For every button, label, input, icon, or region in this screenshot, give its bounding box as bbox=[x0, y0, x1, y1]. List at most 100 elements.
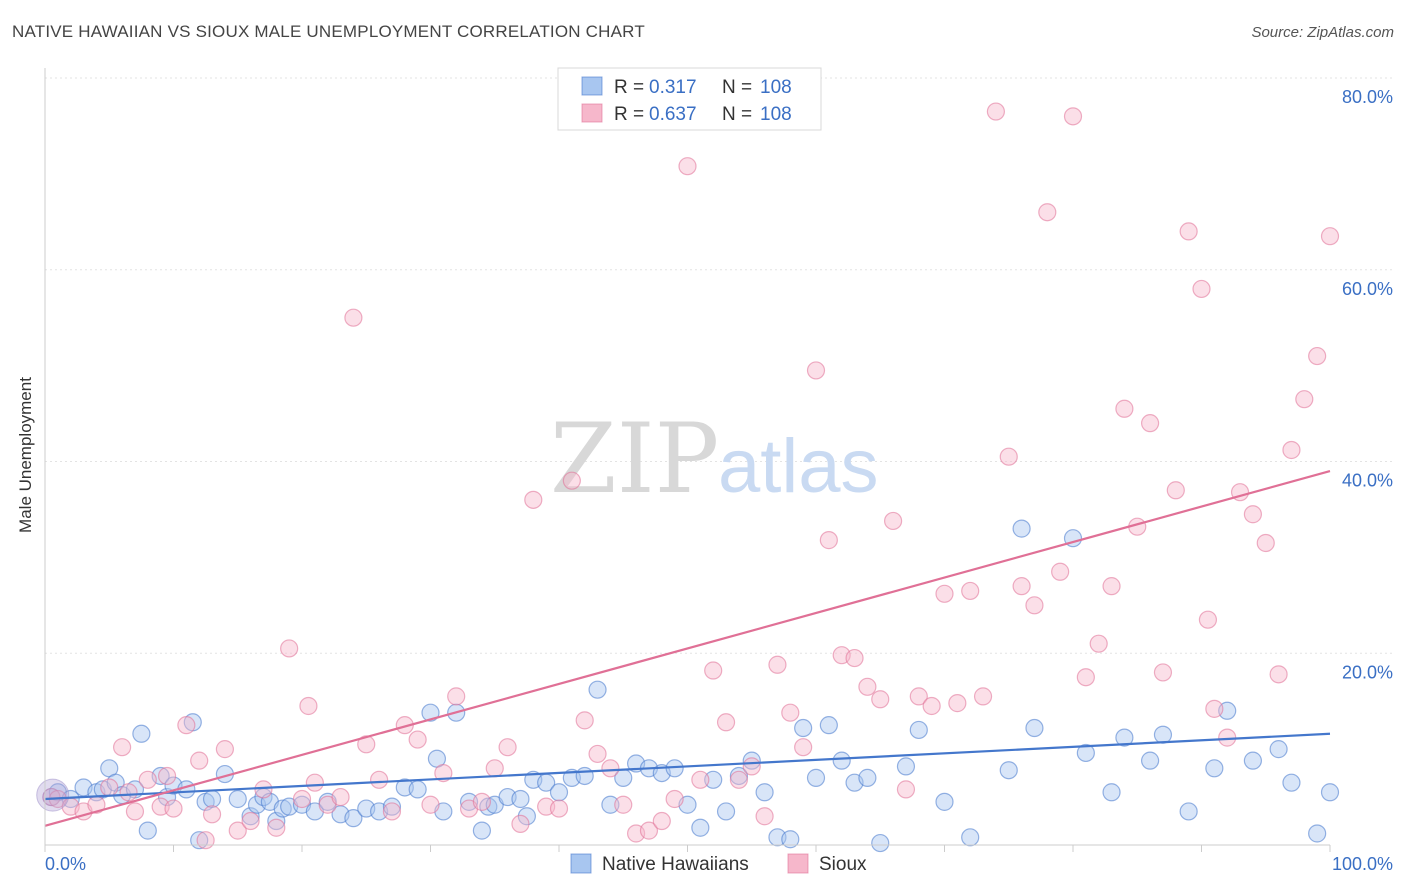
sioux-point bbox=[485, 759, 504, 778]
native-hawaiian-point bbox=[1308, 824, 1327, 843]
legend-n-label: N = bbox=[722, 77, 752, 98]
sioux-point bbox=[1269, 665, 1288, 684]
sioux-point bbox=[652, 811, 671, 831]
sioux-point bbox=[794, 738, 813, 757]
native-hawaiian-point bbox=[1179, 802, 1198, 821]
sioux-point bbox=[755, 807, 774, 826]
native-hawaiian-point bbox=[781, 830, 800, 849]
native-hawaiian-point bbox=[871, 833, 890, 853]
native-hawaiian-point bbox=[421, 703, 440, 722]
legend-n-value: 108 bbox=[760, 104, 792, 125]
native-hawaiian-point bbox=[1243, 751, 1263, 770]
sioux-point bbox=[1076, 668, 1095, 687]
sioux-point bbox=[562, 471, 581, 490]
native-hawaiian-point bbox=[344, 809, 363, 828]
sioux-point bbox=[1192, 279, 1211, 299]
sioux-point bbox=[858, 677, 877, 696]
watermark-atlas: atlas bbox=[718, 424, 879, 509]
sioux-point bbox=[1198, 610, 1218, 629]
sioux-point bbox=[421, 795, 440, 814]
sioux-point bbox=[845, 648, 864, 668]
native-hawaiian-point bbox=[1320, 783, 1340, 802]
sioux-point bbox=[614, 795, 633, 814]
native-hawaiian-point bbox=[1025, 718, 1044, 738]
native-hawaiian-point bbox=[742, 751, 761, 770]
native-hawaiian-trend-line bbox=[44, 732, 1331, 801]
sioux-point bbox=[909, 687, 928, 706]
sioux-point bbox=[357, 735, 376, 754]
native-hawaiian-point bbox=[1269, 740, 1288, 759]
native-hawaiian-point bbox=[273, 799, 292, 818]
native-hawaiian-point bbox=[132, 724, 151, 743]
native-hawaiian-point bbox=[190, 831, 209, 850]
chart-title: NATIVE HAWAIIAN VS SIOUX MALE UNEMPLOYME… bbox=[12, 22, 645, 41]
sioux-point bbox=[447, 687, 466, 706]
native-hawaiian-point bbox=[138, 821, 157, 840]
native-hawaiian-point bbox=[896, 757, 916, 776]
sioux-point bbox=[299, 696, 318, 716]
watermark: ZIP atlas bbox=[550, 403, 879, 515]
legend-r-value: 0.637 bbox=[649, 104, 697, 125]
native-hawaiian-point bbox=[961, 828, 980, 847]
native-hawaiian-point bbox=[408, 780, 427, 799]
sioux-point bbox=[588, 744, 607, 764]
native-hawaiian-point bbox=[999, 761, 1018, 780]
sioux-point bbox=[1140, 414, 1160, 433]
sioux-point bbox=[267, 818, 286, 837]
sioux-point bbox=[1153, 663, 1173, 682]
native-hawaiian-point bbox=[202, 789, 222, 809]
gridlines bbox=[45, 77, 1392, 654]
legend-r-label: R = bbox=[614, 104, 644, 125]
legend-swatch-sioux bbox=[787, 853, 809, 874]
legend-n-label: N = bbox=[722, 104, 752, 125]
native-hawaiian-point bbox=[832, 751, 851, 770]
sioux-point bbox=[498, 738, 517, 757]
native-hawaiian-point bbox=[1282, 773, 1301, 792]
sioux-point bbox=[125, 802, 145, 821]
sioux-point bbox=[305, 773, 324, 792]
sioux-point bbox=[665, 789, 684, 809]
legend-r-value: 0.317 bbox=[649, 77, 697, 98]
origin-cluster-point bbox=[36, 778, 70, 812]
sioux-point bbox=[601, 759, 620, 778]
sioux-point bbox=[948, 694, 967, 713]
sioux-point bbox=[1102, 577, 1121, 596]
native-hawaiian-point bbox=[909, 720, 928, 740]
sioux-point bbox=[1179, 222, 1198, 241]
y-tick-label: 40.0% bbox=[1342, 471, 1393, 491]
source-label: Source: ZipAtlas.com bbox=[1251, 24, 1394, 41]
sioux-point bbox=[922, 696, 941, 716]
native-hawaiian-point bbox=[228, 789, 247, 809]
native-hawaiian-point bbox=[794, 718, 813, 738]
native-hawaiian-point bbox=[729, 766, 749, 786]
sioux-point bbox=[1012, 577, 1031, 596]
sioux-point bbox=[228, 821, 247, 840]
native-hawaiian-point bbox=[459, 792, 479, 811]
sioux-point bbox=[434, 763, 453, 783]
sioux-point bbox=[1063, 107, 1083, 126]
sioux-point bbox=[806, 361, 826, 380]
legend-swatch-native-hawaiians bbox=[570, 853, 592, 874]
native-hawaiian-point bbox=[1205, 759, 1224, 778]
sioux-point bbox=[819, 531, 838, 550]
watermark-zip: ZIP bbox=[550, 403, 719, 515]
sioux-point bbox=[112, 738, 132, 757]
native-hawaiian-point bbox=[1102, 783, 1121, 802]
sioux-point bbox=[42, 787, 61, 807]
native-hawaiian-point bbox=[806, 768, 826, 787]
sioux-point bbox=[190, 751, 209, 770]
sioux-point bbox=[935, 584, 954, 603]
sioux-point bbox=[729, 770, 749, 789]
legend-swatch bbox=[581, 103, 603, 123]
native-hawaiian-point bbox=[549, 783, 569, 802]
sioux-point bbox=[1025, 596, 1044, 615]
sioux-point bbox=[241, 811, 260, 831]
sioux-point bbox=[1295, 390, 1314, 409]
native-hawaiian-point bbox=[472, 821, 491, 840]
sioux-point bbox=[716, 713, 736, 732]
sioux-point bbox=[1089, 634, 1108, 653]
native-hawaiian-point bbox=[755, 783, 774, 802]
sioux-point bbox=[1282, 440, 1301, 460]
sioux-point bbox=[382, 802, 402, 821]
sioux-point bbox=[157, 766, 177, 786]
